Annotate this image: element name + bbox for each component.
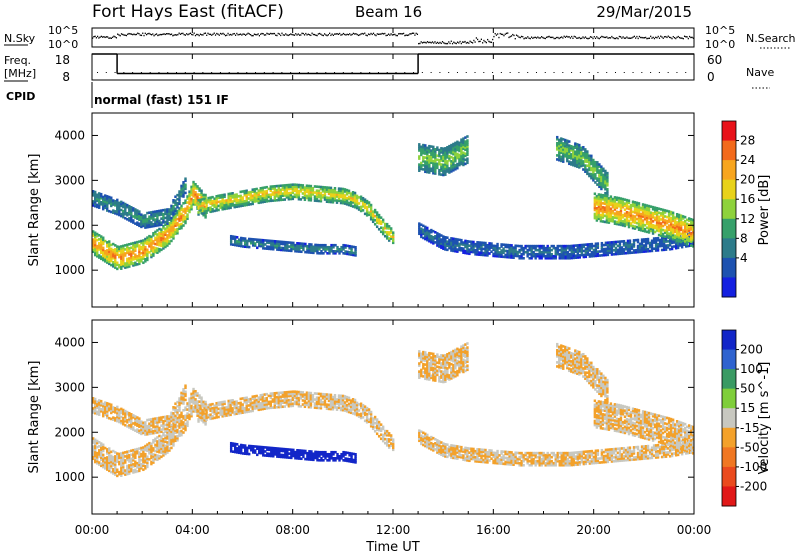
time-axis-label: Time UT [365,540,419,554]
power-tick: 20 [740,173,755,187]
time-tick-label: 00:00 [677,523,712,537]
velocity-tick: -100 [740,460,767,474]
velocity-swatch [722,408,736,429]
velocity-scale-label: Velocity [m s^-1] [757,362,772,475]
velocity-swatch [722,466,736,487]
velocity-swatch [722,349,736,370]
velocity-swatch [722,486,736,507]
power-swatch [722,238,736,259]
noise-left-tick-top: 10^5 [48,24,78,37]
velocity-echo-band-d [229,441,357,464]
velocity-echo-map [92,342,694,478]
velocity-echo-band-e [418,429,694,467]
time-tick-label: 16:00 [476,523,511,537]
noise-right-tick-top: 10^5 [705,24,735,37]
freq-trace [92,53,694,75]
velocity-tick: -15 [740,421,760,435]
power-echo-band-c [197,183,395,245]
velocity-tick: 200 [740,343,763,357]
nave-label: Nave [746,66,774,79]
power-tick: 8 [740,231,748,245]
noise-sky-label: N.Sky [4,32,36,45]
range-tick-label: 3000 [54,173,85,187]
power-swatch [722,121,736,142]
velocity-colorbar: 200 100 50 15 -15 -50 -100 -200 [721,329,767,507]
power-swatch [722,160,736,181]
power-echo-band-b [92,177,187,229]
range-tick-label: 4000 [54,335,85,349]
power-tick: 24 [740,153,755,167]
power-echo-band-d [229,234,357,257]
noise-right-tick-bottom: 10^0 [705,38,735,51]
velocity-echo-band-g [556,342,609,404]
power-tick: 12 [740,212,755,226]
velocity-tick: 100 [740,362,763,376]
velocity-tick: -50 [740,440,760,454]
freq-tick-top: 18 [55,53,70,67]
cpid-text: normal (fast) 151 IF [94,93,229,107]
range-tick-label: 2000 [54,218,85,232]
velocity-echo-band-f [418,342,469,384]
velocity-tick: -200 [740,479,767,493]
velocity-tick: 50 [740,382,755,396]
range-tick-label: 1000 [54,470,85,484]
power-swatch [722,218,736,239]
freq-tick-bottom: 8 [62,70,70,84]
velocity-echo-band-a [92,387,207,478]
power-swatch [722,199,736,220]
range-tick-label: 3000 [54,380,85,394]
time-tick-label: 00:00 [75,523,110,537]
nave-tick-top: 60 [707,53,722,67]
noise-left-tick-bottom: 10^0 [48,38,78,51]
velocity-swatch [722,330,736,351]
power-echo-band-g [556,135,609,197]
freq-unit-label: [MHz] [4,67,36,80]
power-echo-map [92,135,694,271]
velocity-swatch [722,369,736,390]
power-tick: 4 [740,251,748,265]
power-echo-band-f [418,135,469,177]
time-axis: 00:00 04:00 08:00 12:00 16:00 20:00 00:00 [75,28,712,537]
beam-label: Beam 16 [355,3,422,21]
nave-tick-bottom: 0 [707,70,715,84]
velocity-swatch [722,447,736,468]
noise-search-label: N.Search [746,32,796,45]
range-tick-label: 4000 [54,128,85,142]
range-tick-label: 1000 [54,263,85,277]
power-swatch [722,257,736,278]
noise-trace [92,32,694,45]
time-tick-label: 04:00 [175,523,210,537]
velocity-swatch [722,388,736,409]
velocity-axis-ticks: 1000 2000 3000 4000 [54,335,694,484]
power-tick: 28 [740,134,755,148]
range-tick-label: 2000 [54,425,85,439]
velocity-swatch [722,427,736,448]
freq-label: Freq. [4,54,31,67]
power-scale-label: Power [dB] [757,175,772,246]
power-swatch [722,140,736,161]
power-axis-ticks: 1000 2000 3000 4000 [54,128,694,277]
power-colorbar: 28 24 20 16 12 8 4 [721,120,755,298]
power-tick: 16 [740,192,755,206]
time-tick-label: 20:00 [576,523,611,537]
station-title: Fort Hays East (fitACF) [92,2,284,22]
velocity-echo-band-h [593,399,694,455]
power-range-label: Slant Range [km] [27,154,42,267]
power-swatch [722,277,736,298]
velocity-tick: 15 [740,401,755,415]
power-echo-band-e [418,222,694,260]
date-label: 29/Mar/2015 [596,3,692,21]
power-echo-band-h [593,192,694,248]
time-tick-label: 08:00 [275,523,310,537]
cpid-label: CPID [6,90,35,103]
velocity-range-label: Slant Range [km] [27,361,42,474]
velocity-echo-band-c [197,390,395,452]
time-tick-label: 12:00 [376,523,411,537]
velocity-echo-band-b [92,384,187,436]
power-swatch [722,179,736,200]
